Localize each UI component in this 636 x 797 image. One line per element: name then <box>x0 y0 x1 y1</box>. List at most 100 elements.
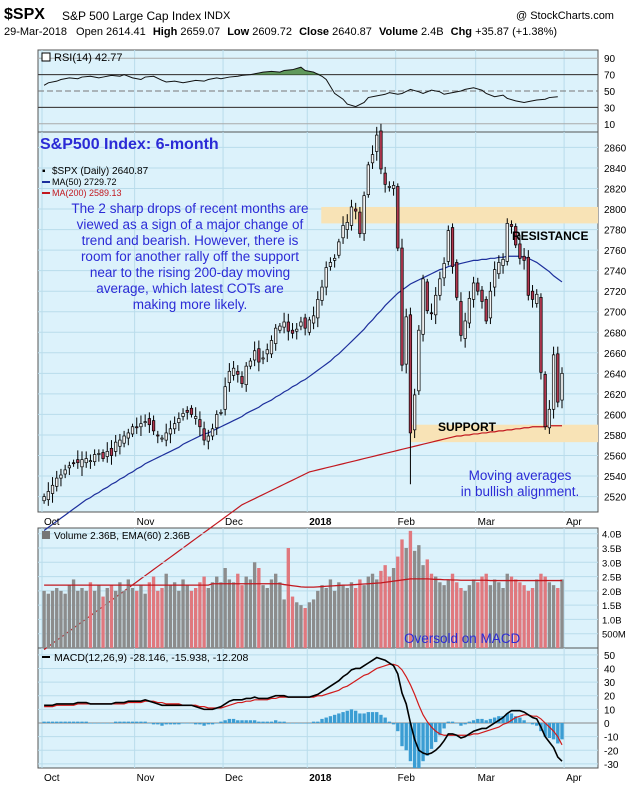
quote-line: 29-Mar-2018 Open 2614.41 High 2659.07 Lo… <box>4 26 557 38</box>
volume-bar <box>236 573 240 648</box>
macd-histogram-bar <box>459 723 463 726</box>
volume-bar <box>265 588 269 648</box>
macd-tick-label: -10 <box>604 733 619 744</box>
candle-body <box>539 297 543 373</box>
candle-body <box>202 428 206 441</box>
volume-label: Volume <box>378 26 418 38</box>
macd-tick-label: 50 <box>604 651 616 662</box>
macd-histogram-bar <box>76 721 80 723</box>
price-tick-label: 2760 <box>604 246 627 257</box>
volume-bar <box>383 565 387 648</box>
candle-body <box>467 298 471 324</box>
volume-bar <box>518 582 522 648</box>
candle-body <box>497 262 501 275</box>
macd-histogram-bar <box>438 723 442 736</box>
volume-bar <box>97 585 101 648</box>
high-value: 2659.07 <box>180 26 221 38</box>
macd-histogram-bar <box>408 723 413 762</box>
volume-tick-label: 3.5B <box>602 544 622 555</box>
candle-body <box>231 367 236 376</box>
candle-body <box>105 451 109 457</box>
candle-body <box>442 263 446 279</box>
candle-body <box>471 282 476 300</box>
macd-histogram-bar <box>114 721 118 723</box>
macd-histogram-bar <box>80 721 84 723</box>
volume-legend-swatch <box>42 531 50 539</box>
macd-histogram-bar <box>257 721 261 723</box>
candle-body <box>370 154 375 164</box>
candle-body <box>194 416 198 419</box>
volume-bar <box>442 585 446 648</box>
candle-body <box>227 370 231 383</box>
macd-histogram-bar <box>303 723 307 724</box>
volume-bar <box>181 579 185 648</box>
resistance-band <box>321 206 598 224</box>
price-tick-label: 2600 <box>604 410 627 421</box>
candle-body <box>501 259 505 266</box>
volume-bar <box>168 585 173 648</box>
volume-tick-label: 500M <box>602 630 626 641</box>
volume-tick-label: 3.0B <box>602 558 622 569</box>
volume-bar <box>345 588 349 648</box>
macd-histogram-bar <box>375 712 379 723</box>
macd-histogram-bar <box>366 712 370 723</box>
macd-histogram-bar <box>311 721 316 723</box>
index-name: S&P 500 Large Cap Index <box>62 9 202 23</box>
candle-body <box>223 386 227 410</box>
macd-histogram-bar <box>429 723 434 749</box>
rsi-tick-label: 30 <box>604 103 616 114</box>
volume-bar <box>492 579 497 648</box>
rsi-tick-label: 10 <box>604 120 616 131</box>
volume-bar <box>471 579 476 648</box>
volume-bar <box>320 585 324 648</box>
candle-body <box>543 374 547 428</box>
volume-bar <box>109 585 114 648</box>
volume-bar <box>215 576 219 648</box>
macd-histogram-bar <box>530 723 535 725</box>
candle-body <box>421 278 425 335</box>
volume-bar <box>84 590 88 648</box>
chg-label: Chg <box>450 26 473 38</box>
macd-histogram-bar <box>345 710 349 723</box>
volume-bar <box>286 548 290 648</box>
candle-body <box>358 211 362 235</box>
macd-histogram-bar <box>488 718 493 723</box>
volume-bar <box>514 579 518 648</box>
macd-histogram-bar <box>126 721 130 723</box>
rsi-line <box>43 66 558 108</box>
macd-histogram-bar <box>88 723 93 724</box>
volume-tick-label: 1.0B <box>602 615 622 626</box>
candle-body <box>135 426 139 429</box>
candle-body <box>328 262 333 267</box>
volume-bar <box>307 602 312 648</box>
volume-bar <box>505 573 509 648</box>
volume-bar <box>341 585 345 648</box>
volume-bar <box>248 579 253 648</box>
candle-body <box>366 164 370 195</box>
volume-bar <box>480 576 484 648</box>
macd-histogram-bar <box>425 723 429 756</box>
macd-histogram-bar <box>328 716 333 723</box>
support-label: SUPPORT <box>438 420 497 434</box>
macd-histogram-bar <box>354 710 358 723</box>
macd-x-label: Oct <box>44 773 60 784</box>
volume-bar <box>396 556 400 648</box>
candle-body <box>295 328 299 332</box>
candle-body <box>518 243 522 259</box>
macd-histogram-bar <box>396 723 400 732</box>
macd-line <box>44 656 563 762</box>
candle-body <box>316 299 320 319</box>
ma50-line <box>43 255 563 531</box>
macd-histogram-bar <box>480 718 484 723</box>
candle-body <box>488 290 493 319</box>
candle-body <box>286 321 290 332</box>
macd-histogram-bar <box>535 723 539 726</box>
candle-body <box>160 437 164 440</box>
price-tick-label: 2780 <box>604 226 627 237</box>
candle-body <box>164 432 168 441</box>
macd-histogram-bar <box>71 721 76 723</box>
candle-body <box>522 255 526 261</box>
volume-bar <box>455 582 459 648</box>
macd-histogram-bar <box>370 712 375 723</box>
macd-annotation: Oversold on MACD <box>404 631 521 646</box>
